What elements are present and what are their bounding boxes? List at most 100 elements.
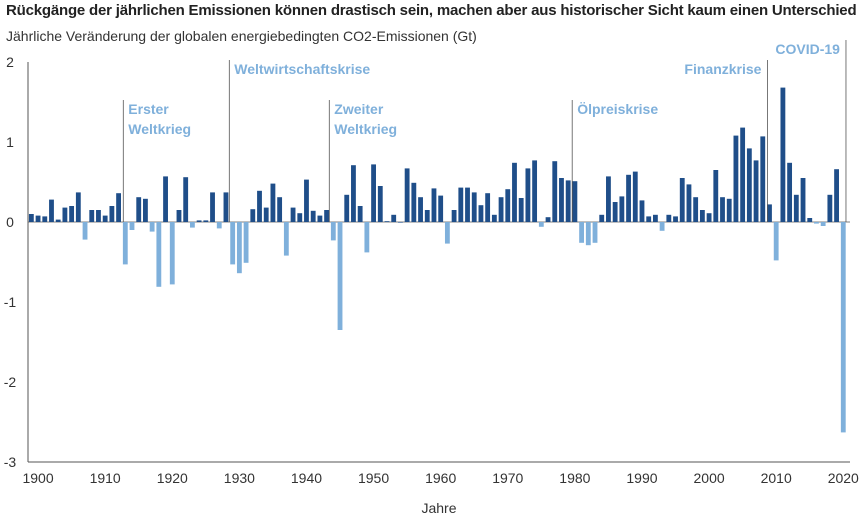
chart-subtitle: Jährliche Veränderung der globalen energ… (6, 28, 477, 44)
bar-1983 (592, 222, 598, 243)
bar-1996 (679, 178, 685, 222)
bar-1902 (49, 199, 54, 222)
annotation-label: Zweiter (334, 101, 384, 117)
annotation-label: Ölpreiskrise (577, 101, 658, 117)
bar-1974 (532, 160, 538, 222)
bar-1919 (163, 176, 168, 222)
bar-1953 (391, 214, 397, 222)
bar-1956 (411, 182, 417, 222)
bar-2005 (740, 127, 746, 222)
bar-1930 (236, 222, 242, 274)
bar-1899 (28, 214, 34, 222)
bar-1916 (143, 198, 148, 222)
y-tick-label: -1 (4, 294, 17, 310)
bar-1986 (612, 202, 618, 222)
bar-2019 (834, 169, 839, 222)
bar-1907 (82, 222, 88, 240)
bar-1906 (75, 192, 81, 222)
x-tick-label: 1960 (425, 470, 456, 486)
bar-2008 (760, 136, 766, 222)
bar-1926 (210, 192, 215, 222)
bar-1992 (652, 214, 658, 222)
bar-1977 (552, 161, 558, 222)
x-axis-label: Jahre (421, 500, 456, 516)
bar-2014 (800, 178, 806, 222)
bar-1918 (156, 222, 162, 287)
bar-1989 (632, 171, 638, 222)
bar-1999 (699, 210, 705, 222)
bar-1905 (69, 206, 75, 222)
bar-1911 (109, 206, 115, 222)
bar-1984 (599, 214, 605, 222)
bar-1968 (491, 214, 497, 222)
bar-1935 (270, 183, 276, 222)
bar-2009 (767, 204, 772, 222)
bar-1940 (304, 179, 309, 222)
bar-2007 (753, 160, 759, 222)
bar-1901 (42, 216, 48, 222)
annotation-label: Erster (128, 101, 169, 117)
bar-1942 (317, 215, 323, 222)
bar-1950 (371, 164, 376, 222)
bar-1981 (579, 222, 585, 243)
bar-2000 (706, 213, 712, 222)
x-tick-label: 2010 (761, 470, 792, 486)
bar-1941 (310, 210, 316, 222)
annotations: Erster Weltkrieg Weltwirtschaftskrise Zweit… (122, 40, 847, 222)
bar-1944 (330, 222, 336, 241)
x-axis: 1900 1910 1920 1930 1940 1950 1960 1970 1980 1990… (22, 461, 859, 486)
bar-1912 (116, 193, 121, 222)
chart-title: Rückgänge der jährlichen Emissionen könn… (6, 2, 857, 19)
annotation-label: COVID-19 (775, 41, 840, 57)
bar-1934 (263, 207, 269, 222)
bar-1909 (96, 210, 101, 222)
bar-1903 (55, 219, 61, 222)
bar-1949 (364, 222, 370, 253)
bar-1975 (538, 222, 544, 227)
bar-1920 (169, 222, 175, 285)
bar-1982 (585, 222, 591, 246)
bar-1962 (451, 210, 457, 222)
x-tick-label: 1930 (224, 470, 255, 486)
x-tick-label: 2020 (828, 470, 859, 486)
bar-1927 (216, 222, 222, 229)
bar-1937 (283, 222, 289, 256)
bar-1965 (471, 192, 477, 222)
bar-1997 (686, 184, 692, 222)
x-tick-label: 2000 (694, 470, 725, 486)
annotation-label: Weltkrieg (334, 121, 397, 137)
annotation-label: Finanzkrise (684, 61, 761, 77)
bar-1936 (277, 197, 283, 222)
bar-1946 (344, 194, 350, 222)
bar-1943 (324, 210, 330, 222)
bar-1993 (659, 222, 665, 231)
x-tick-label: 1900 (22, 470, 53, 486)
bar-1971 (512, 162, 517, 222)
bar-1987 (619, 196, 625, 222)
y-tick-label: 1 (6, 134, 14, 150)
bar-1995 (673, 216, 678, 222)
bar-1925 (203, 220, 209, 222)
bar-1957 (418, 197, 423, 222)
annotation-label: Weltwirtschaftskrise (234, 61, 370, 77)
bar-1966 (478, 205, 484, 222)
bar-1924 (196, 220, 202, 222)
bar-1908 (89, 210, 95, 222)
bar-2013 (793, 194, 799, 222)
bar-1913 (122, 222, 128, 265)
bar-1980 (572, 181, 578, 222)
bar-1990 (639, 200, 645, 222)
bar-1964 (465, 187, 470, 222)
bar-1952 (384, 221, 390, 222)
bar-1910 (102, 215, 108, 222)
bar-1921 (176, 210, 182, 222)
bar-2004 (733, 135, 739, 222)
bar-1914 (129, 222, 135, 230)
bar-1904 (62, 207, 68, 222)
bar-1985 (606, 176, 611, 222)
bar-1969 (498, 197, 504, 222)
bar-1928 (223, 192, 229, 222)
bar-1915 (136, 197, 142, 222)
bar-1959 (431, 188, 437, 222)
bar-2010 (773, 222, 779, 261)
